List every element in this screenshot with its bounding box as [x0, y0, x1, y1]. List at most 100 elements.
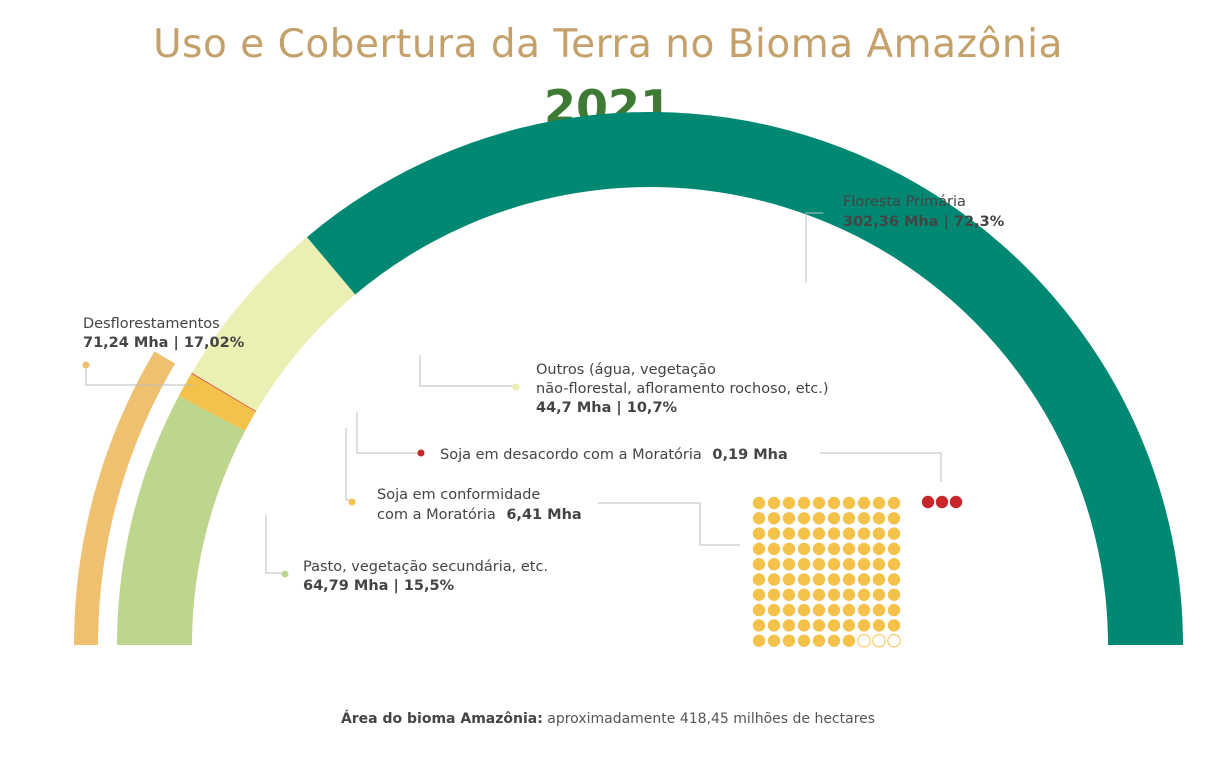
matrix-dot-filled: [812, 573, 826, 586]
matrix-dot-filled: [857, 496, 871, 510]
label-conf-2-text: com a Moratória: [377, 507, 496, 523]
label-outros-2: não-florestal, afloramento rochoso, etc.…: [536, 381, 829, 397]
matrix-dot-filled: [842, 558, 856, 571]
matrix-dot-filled: [887, 588, 901, 601]
dot-pasto: [281, 570, 289, 578]
label-conf-1: Soja em conformidade: [377, 487, 540, 503]
dot-desac: [417, 449, 425, 457]
label-conf-2: com a Moratória 6,41 Mha: [377, 507, 582, 523]
label-desac: Soja em desacordo com a Moratória 0,19 M…: [440, 447, 788, 463]
matrix-dot-filled: [857, 512, 871, 525]
matrix-dot-filled: [872, 619, 886, 632]
label-floresta: Floresta Primária: [843, 194, 966, 210]
matrix-dot-empty: [872, 634, 886, 648]
matrix-dot-filled: [752, 619, 766, 632]
leader-defor: [85, 367, 193, 386]
value-pasto: 64,79 Mha | 15,5%: [303, 578, 455, 594]
matrix-dot-filled: [767, 634, 781, 647]
matrix-dot-filled: [782, 496, 796, 510]
matrix-dot-filled: [827, 603, 841, 617]
chart-title: Uso e Cobertura da Terra no Bioma Amazôn…: [153, 22, 1063, 67]
matrix-dot-filled: [857, 527, 871, 540]
matrix-dot-filled: [782, 619, 796, 632]
matrix-dot-filled: [782, 558, 796, 571]
matrix-dot-filled: [767, 496, 781, 510]
deforestation-arc: [74, 351, 176, 645]
matrix-dot-filled: [887, 573, 901, 586]
matrix-dot-filled: [782, 527, 796, 540]
matrix-dot-empty: [857, 634, 871, 648]
matrix-dot-filled: [887, 603, 901, 617]
matrix-dot-filled: [752, 603, 766, 617]
matrix-dot-filled: [797, 603, 811, 617]
matrix-dot-filled: [752, 573, 766, 586]
matrix-dot-filled: [842, 619, 856, 632]
matrix-dot-filled: [752, 527, 766, 540]
matrix-dot-filled: [782, 603, 796, 617]
matrix-dot-filled: [797, 634, 811, 647]
matrix-dot-filled: [827, 512, 841, 525]
arc-soja_conf: [178, 373, 256, 431]
matrix-dot-filled: [827, 527, 841, 540]
matrix-dot-filled: [782, 512, 796, 525]
arc-floresta: [306, 112, 1183, 645]
matrix-dot-filled: [767, 512, 781, 525]
donut-arcs: [117, 112, 1183, 645]
matrix-dot-filled: [842, 588, 856, 601]
arc-pasto: [117, 395, 246, 645]
matrix-dot-filled: [812, 512, 826, 525]
leader-lines: [85, 212, 942, 574]
footer-label: Área do bioma Amazônia:: [340, 711, 543, 727]
matrix-dot-filled: [752, 542, 766, 556]
dot-defor: [82, 361, 90, 369]
leader-pasto: [265, 515, 284, 574]
arc-outros: [191, 237, 356, 412]
matrix-dot-filled: [812, 603, 826, 617]
matrix-dot-filled: [782, 634, 796, 647]
matrix-dot-filled: [767, 527, 781, 540]
matrix-dot-filled: [797, 573, 811, 586]
matrix-dot-filled: [812, 542, 826, 556]
value-outros: 44,7 Mha | 10,7%: [536, 400, 678, 416]
matrix-dot-filled: [887, 527, 901, 540]
matrix-dot-filled: [752, 512, 766, 525]
leader-conf: [345, 428, 352, 501]
matrix-dot-filled: [857, 542, 871, 556]
matrix-dot-filled: [782, 542, 796, 556]
matrix-dot-filled: [887, 558, 901, 571]
matrix-dot-filled: [887, 542, 901, 556]
matrix-dot-filled: [782, 573, 796, 586]
matrix-dot-filled: [827, 558, 841, 571]
matrix-dot-filled: [797, 619, 811, 632]
arc-soja_desac: [191, 372, 257, 412]
matrix-dot-filled: [797, 512, 811, 525]
matrix-dot-filled: [857, 573, 871, 586]
soy-dot-matrix: [752, 496, 901, 648]
matrix-dot-filled: [752, 496, 766, 510]
matrix-dot-filled: [872, 573, 886, 586]
matrix-dot-filled: [827, 588, 841, 601]
red-dot: [935, 495, 949, 509]
matrix-dot-filled: [887, 496, 901, 510]
footer-text: aproximadamente 418,45 milhões de hectar…: [547, 711, 876, 727]
matrix-dot-filled: [767, 542, 781, 556]
matrix-dot-filled: [872, 542, 886, 556]
matrix-dot-filled: [887, 619, 901, 632]
dot-conf: [348, 498, 356, 506]
leader-desac-right: [820, 452, 942, 482]
matrix-dot-empty: [887, 634, 901, 648]
matrix-dot-filled: [827, 542, 841, 556]
red-dot: [921, 495, 935, 509]
value-conf: 6,41 Mha: [506, 507, 581, 523]
arc-deforestation: [74, 351, 176, 645]
matrix-dot-filled: [767, 603, 781, 617]
label-desac-text: Soja em desacordo com a Moratória: [440, 447, 702, 463]
value-desac: 0,19 Mha: [712, 447, 787, 463]
matrix-dot-filled: [812, 527, 826, 540]
matrix-dot-filled: [872, 558, 886, 571]
matrix-dot-filled: [797, 588, 811, 601]
leader-floresta: [805, 212, 824, 283]
matrix-dot-filled: [812, 634, 826, 647]
matrix-dot-filled: [827, 573, 841, 586]
